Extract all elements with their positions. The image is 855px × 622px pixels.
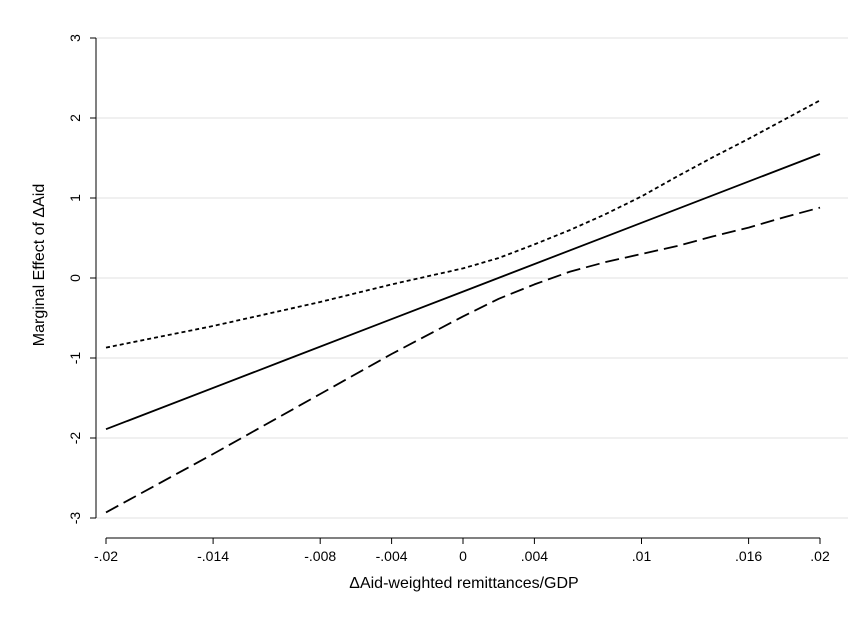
plot-area [96, 5, 848, 520]
series-line-dotted [105, 99, 821, 349]
y-tick-label-0: -3 [67, 512, 83, 525]
x-tick-label-8: .02 [810, 548, 830, 564]
label-layer: ΔAid-weighted remittances/GDP Marginal E… [31, 184, 579, 592]
x-tick-label-5: .004 [521, 548, 548, 564]
y-axis-title: Marginal Effect of ΔAid [31, 184, 48, 346]
y-tick-label-2: -1 [67, 352, 83, 365]
y-tick-label-3: 0 [67, 274, 83, 282]
x-tick-label-7: .016 [735, 548, 762, 564]
x-tick-label-1: -.014 [197, 548, 229, 564]
series-line-solid [105, 153, 821, 431]
y-tick-label-4: 1 [67, 194, 83, 202]
grid-layer [96, 37, 848, 519]
y-tick-label-1: -2 [67, 432, 83, 445]
series-line-dashed [105, 206, 821, 514]
x-tick-label-2: -.008 [304, 548, 336, 564]
x-axis-title: ΔAid-weighted remittances/GDP [349, 575, 578, 592]
y-tick-label-6: 3 [67, 34, 83, 42]
y-tick-label-5: 2 [67, 114, 83, 122]
x-tick-label-6: .01 [632, 548, 652, 564]
x-tick-label-4: 0 [459, 548, 467, 564]
axis-layer: -3 -2 -1 0 1 2 3 -.02 -.014 -.008 -.004 0 .004 .01 .01… [67, 34, 830, 564]
series-layer [105, 99, 821, 514]
x-tick-label-0: -.02 [94, 548, 118, 564]
x-tick-label-3: -.004 [376, 548, 408, 564]
